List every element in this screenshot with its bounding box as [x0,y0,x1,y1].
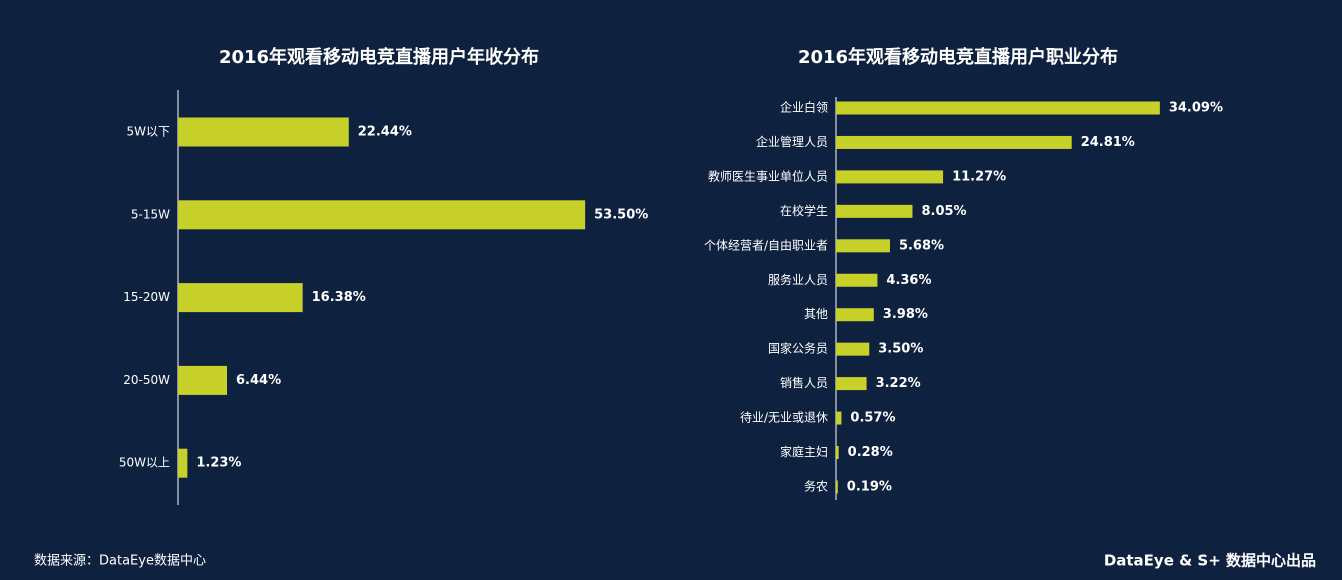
y-tick-label: 50W以上 [119,456,170,470]
value-label: 5.68% [899,238,944,253]
y-tick-label: 企业白领 [780,100,828,115]
bar [178,283,303,313]
value-label: 11.27% [952,169,1006,184]
y-tick-label: 家庭主妇 [780,444,828,459]
bar [836,308,874,322]
bar [836,480,838,494]
y-tick-label: 销售人员 [780,375,828,390]
y-tick-label: 15-20W [123,290,170,304]
y-tick-label: 服务业人员 [768,272,828,287]
bar [178,117,349,147]
value-label: 3.98% [883,307,928,322]
value-label: 6.44% [236,373,281,388]
value-label: 53.50% [594,207,648,222]
value-label: 3.22% [876,376,921,391]
value-label: 4.36% [886,273,931,288]
bar [178,448,188,478]
value-label: 22.44% [358,125,412,140]
value-label: 3.50% [878,342,923,357]
bar [836,342,870,356]
bar [836,377,867,391]
bar [836,446,839,459]
y-tick-label: 教师医生事业单位人员 [708,168,828,183]
bar [178,365,228,395]
y-tick-label: 务农 [804,478,828,493]
y-tick-label: 企业管理人员 [756,134,828,149]
bar [178,200,586,230]
y-tick-label: 5W以下 [126,125,170,139]
y-tick-label: 个体经营者/自由职业者 [704,238,828,252]
value-label: 8.05% [921,204,966,219]
y-tick-label: 20-50W [123,373,170,387]
value-label: 34.09% [1169,101,1223,116]
bar [836,239,890,253]
y-tick-label: 在校学生 [780,203,828,218]
y-tick-label: 5-15W [131,207,170,221]
bar [836,411,842,425]
value-label: 24.81% [1081,135,1135,150]
y-tick-label: 国家公务员 [768,341,828,356]
source-note: 数据来源：DataEye数据中心 [34,554,206,569]
value-label: 0.57% [850,411,895,426]
chart-title: 2016年观看移动电竞直播用户职业分布 [798,46,1118,68]
chart-title: 2016年观看移动电竞直播用户年收分布 [219,46,539,68]
bar [836,101,1160,115]
bar [836,135,1072,149]
value-label: 0.19% [847,479,892,494]
value-label: 0.28% [848,445,893,460]
bar [836,273,878,287]
bar [836,170,944,184]
y-tick-label: 其他 [804,307,828,321]
y-tick-label: 待业/无业或退休 [740,411,828,425]
bar [836,204,913,218]
value-label: 1.23% [196,456,241,471]
credit-note: DataEye & S+ 数据中心出品 [1104,552,1316,570]
value-label: 16.38% [312,290,366,305]
